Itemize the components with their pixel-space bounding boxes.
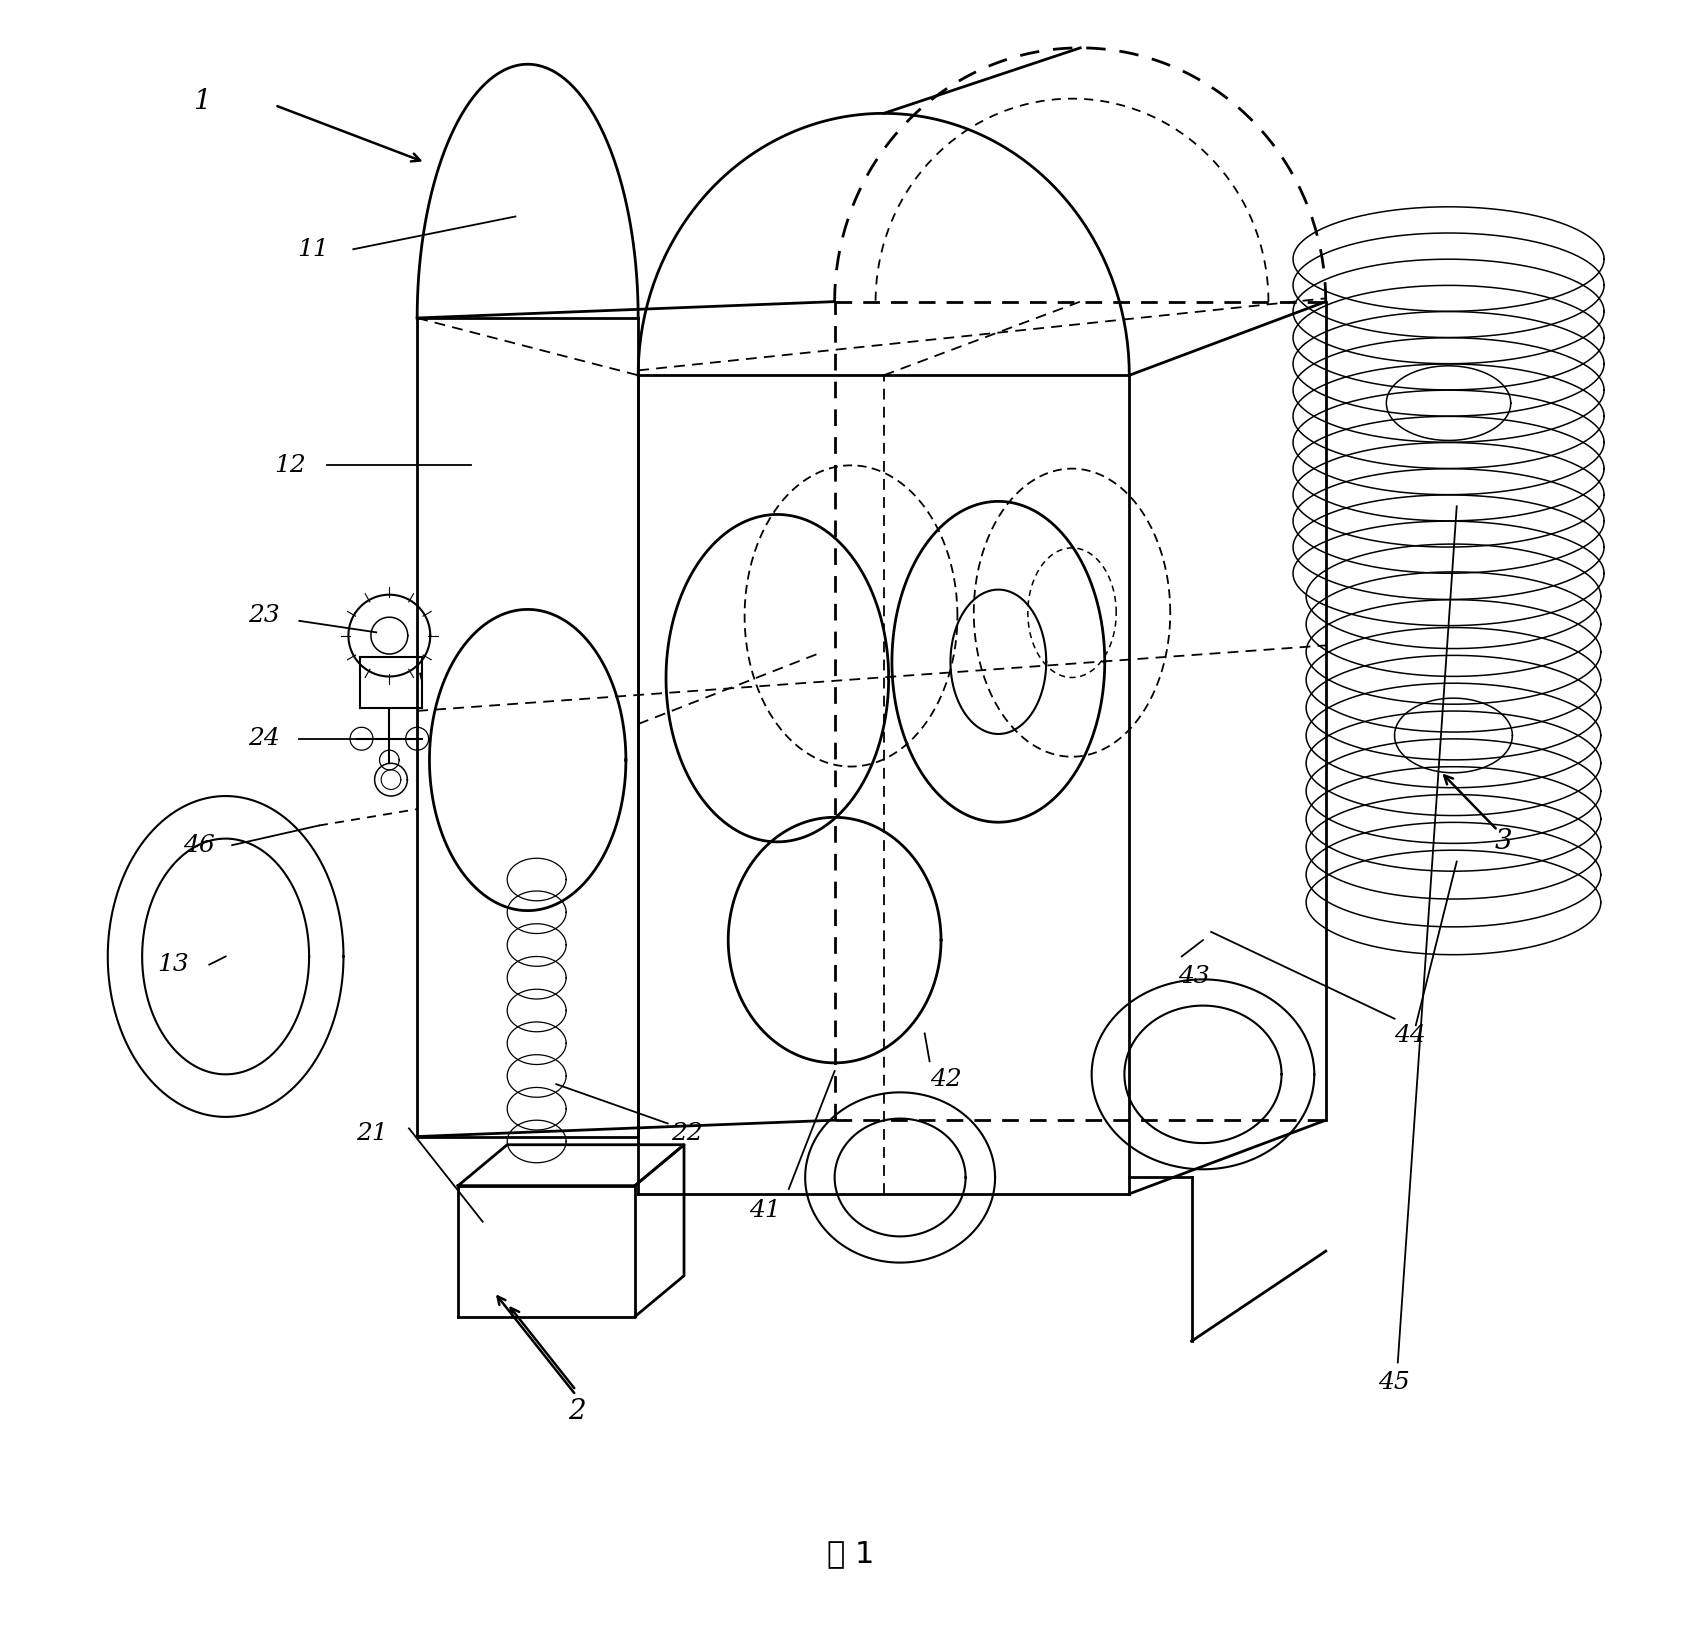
Text: 12: 12 [274, 454, 306, 477]
Text: 24: 24 [248, 726, 281, 750]
Text: 2: 2 [568, 1398, 585, 1425]
Text: 22: 22 [671, 1121, 703, 1144]
Text: 46: 46 [184, 834, 214, 857]
Text: 41: 41 [749, 1199, 781, 1222]
Text: 3: 3 [1494, 829, 1511, 855]
Text: 13: 13 [157, 953, 189, 976]
Text: 11: 11 [298, 238, 330, 261]
Text: 图 1: 图 1 [827, 1539, 875, 1568]
Text: 23: 23 [248, 604, 281, 627]
Text: 45: 45 [1379, 1370, 1409, 1393]
Text: 21: 21 [357, 1121, 388, 1144]
Text: 1: 1 [192, 89, 211, 116]
Text: 44: 44 [1394, 1024, 1426, 1047]
Text: 42: 42 [929, 1068, 962, 1091]
Text: 43: 43 [1178, 964, 1210, 987]
